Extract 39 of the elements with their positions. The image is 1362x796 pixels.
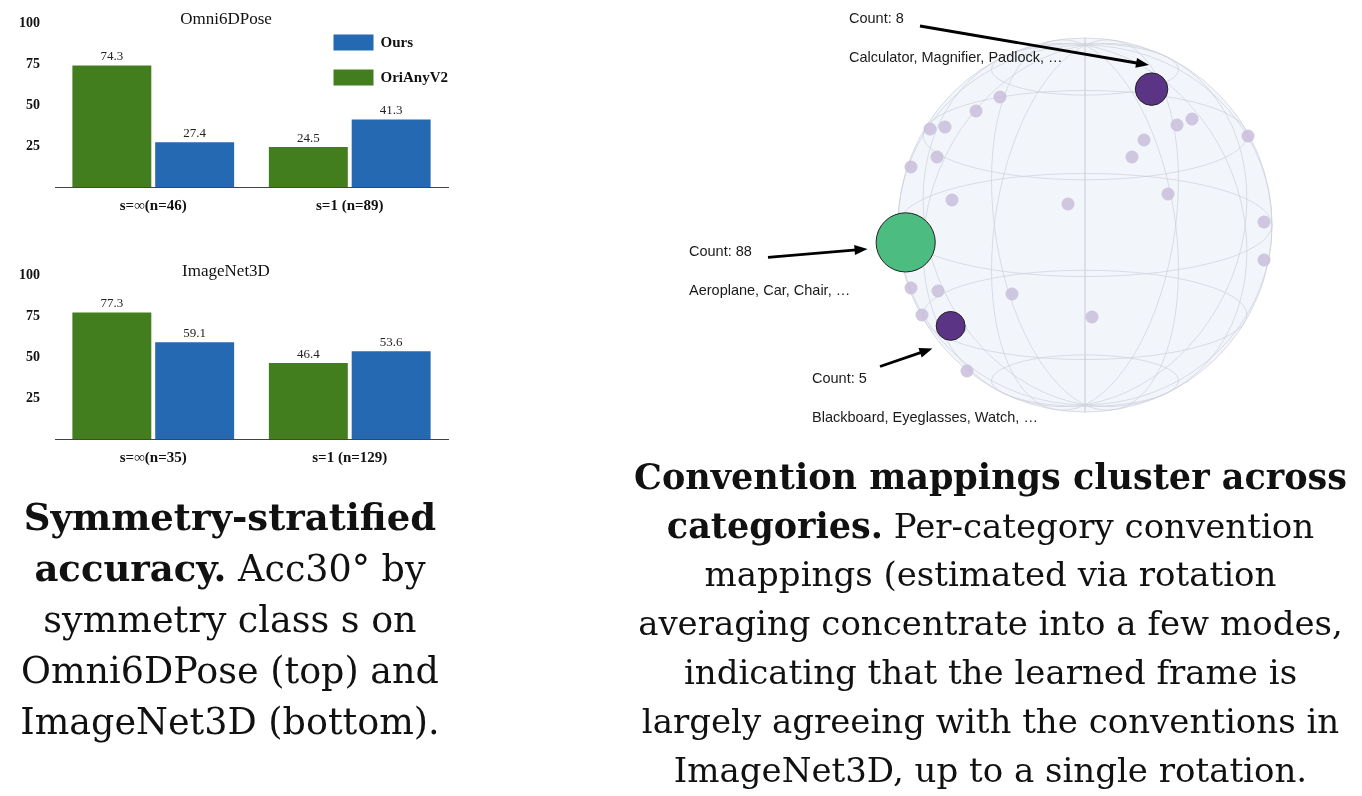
legend-label: OriAnyV2 xyxy=(380,69,448,86)
data-label: 27.4 xyxy=(183,125,207,141)
chart-title: Omni6DPose xyxy=(180,8,272,28)
x-tick-label: s=1 (n=129) xyxy=(312,448,388,466)
legend-label: Ours xyxy=(380,34,414,51)
data-label: Count: 88 xyxy=(689,243,752,259)
text: Symmetry-stratified accuracy. Acc30° by symmetry class s on Omni6DPose (top) and ImageNet3D (bottom). xyxy=(20,495,440,743)
data-label: 24.5 xyxy=(296,129,320,145)
data-label: Count: 5 xyxy=(812,370,867,386)
category-label: Blackboard, Eyeglasses, Watch, … xyxy=(812,409,1038,425)
bar xyxy=(155,342,235,439)
chart-title: ImageNet3D xyxy=(182,260,270,280)
bar xyxy=(351,351,431,439)
data-label: 59.1 xyxy=(183,325,207,341)
data-label: 77.3 xyxy=(100,295,124,311)
y-tick-label: 100 xyxy=(19,15,40,31)
x-tick-label: s=∞(n=46) xyxy=(119,196,187,214)
bar xyxy=(72,65,152,187)
bar xyxy=(268,146,348,187)
bar xyxy=(155,142,235,187)
data-label: 74.3 xyxy=(100,48,124,64)
x-tick-label: s=1 (n=89) xyxy=(315,196,384,214)
y-tick-label: 25 xyxy=(26,389,40,405)
data-label: 41.3 xyxy=(379,102,403,118)
y-tick-label: 50 xyxy=(26,96,40,112)
category-label: Aeroplane, Car, Chair, … xyxy=(689,282,851,298)
y-tick-label: 25 xyxy=(26,137,40,153)
bar xyxy=(72,312,152,439)
y-tick-label: 75 xyxy=(26,55,40,71)
bar xyxy=(351,119,431,187)
y-tick-label: 50 xyxy=(26,348,40,364)
data-label: 53.6 xyxy=(379,334,404,350)
x-tick-label: s=∞(n=35) xyxy=(119,448,187,466)
y-tick-label: 100 xyxy=(19,267,40,283)
data-label: 46.4 xyxy=(296,346,321,362)
data-label: Count: 8 xyxy=(849,10,904,26)
text: Convention mappings cluster across categories. Per-category convention mappings (estimated via rotation averaging concentrate into a few modes, indicating that the learned frame is largely agreeing with the conventions in ImageNet3D, up to a single rotation. xyxy=(634,456,1347,790)
bar xyxy=(268,363,348,439)
y-tick-label: 75 xyxy=(26,307,40,323)
